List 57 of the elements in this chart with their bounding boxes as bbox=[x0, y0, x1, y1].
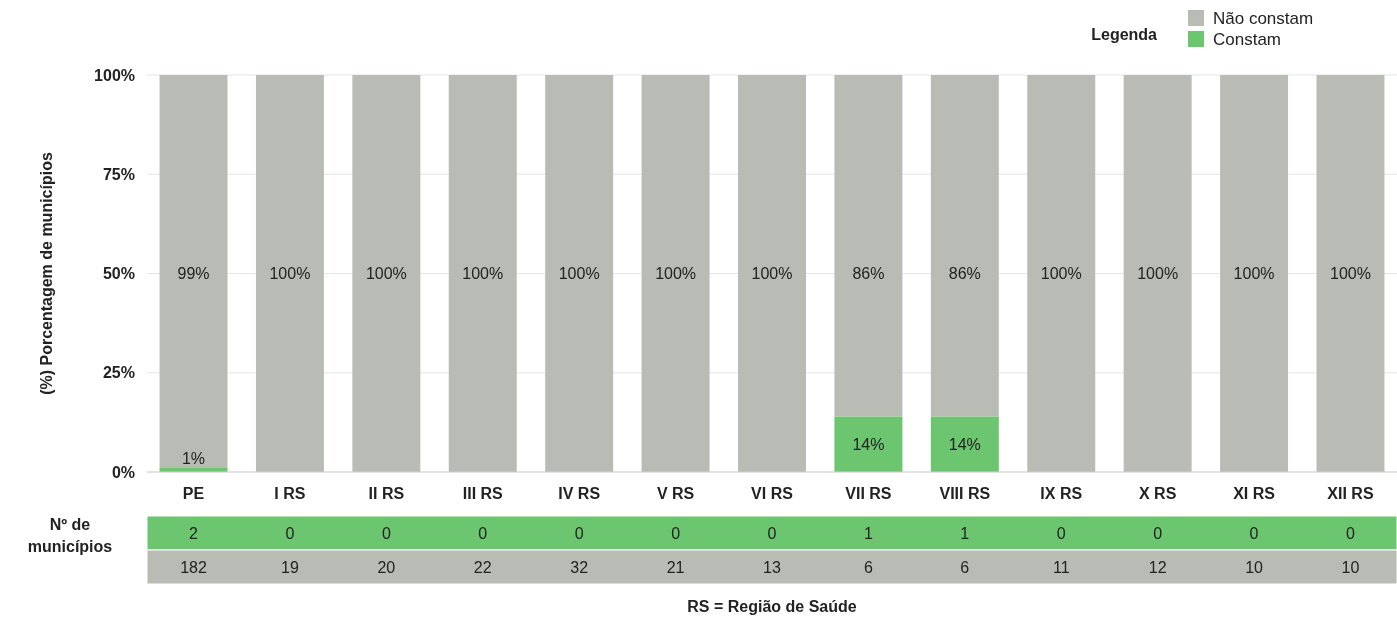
data-label: 100% bbox=[1330, 265, 1371, 283]
bar bbox=[1220, 75, 1289, 472]
x-tick-label: XII RS bbox=[1327, 484, 1374, 502]
bar bbox=[1027, 75, 1096, 472]
x-tick-label: I RS bbox=[274, 484, 306, 502]
data-label: 100% bbox=[1137, 265, 1179, 283]
y-axis-title: (%) Porcentagem de municípios bbox=[38, 152, 55, 395]
y-tick-label: 75% bbox=[102, 165, 135, 183]
bar bbox=[738, 75, 806, 472]
legend-label: Não constam bbox=[1213, 8, 1314, 28]
text: 182 19 20 22 32 21 13 6 6 11 12 10 10 bbox=[180, 558, 1360, 576]
data-label: 100% bbox=[365, 265, 407, 283]
data-label: 100% bbox=[558, 265, 600, 283]
y-tick-label: 25% bbox=[102, 364, 135, 382]
data-label: 100% bbox=[1233, 265, 1275, 283]
data-label: 86% bbox=[852, 265, 885, 283]
x-tick-label: II RS bbox=[368, 484, 405, 502]
x-tick-label: VIII RS bbox=[939, 484, 991, 502]
data-label: 99% bbox=[177, 265, 210, 283]
x-tick-label: PE bbox=[182, 484, 205, 502]
data-label: 100% bbox=[269, 265, 311, 283]
data-label: 86% bbox=[948, 265, 981, 283]
data-label: 14% bbox=[852, 435, 885, 453]
bar bbox=[545, 75, 614, 472]
data-label: 100% bbox=[1040, 265, 1082, 283]
y-tick-label: 0% bbox=[111, 463, 135, 481]
data-label: 1% bbox=[181, 449, 206, 467]
text: Nº de municípios bbox=[27, 516, 113, 556]
bar bbox=[159, 75, 228, 469]
y-tick-label: 100% bbox=[94, 66, 135, 84]
bar bbox=[641, 75, 710, 472]
bar bbox=[448, 75, 517, 472]
legend-title: Legenda bbox=[1091, 25, 1158, 43]
bar bbox=[255, 75, 324, 472]
bar bbox=[834, 416, 903, 472]
x-tick-label: IX RS bbox=[1040, 484, 1083, 502]
text: 2 0 0 0 0 0 0 1 1 0 0 0 0 bbox=[189, 524, 1355, 542]
data-label: 100% bbox=[655, 265, 697, 283]
bar bbox=[930, 75, 999, 417]
x-tick-label: X RS bbox=[1138, 484, 1177, 502]
bar bbox=[352, 75, 421, 472]
x-tick-label: VII RS bbox=[845, 484, 892, 502]
x-tick-label: VI RS bbox=[751, 484, 794, 502]
data-label: 14% bbox=[948, 435, 981, 453]
data-label: 100% bbox=[462, 265, 504, 283]
bar bbox=[1316, 75, 1385, 472]
x-tick-label: XI RS bbox=[1233, 484, 1276, 502]
data-label: 100% bbox=[751, 265, 793, 283]
x-tick-label: V RS bbox=[656, 484, 695, 502]
bar bbox=[1123, 75, 1192, 472]
bar bbox=[930, 416, 999, 472]
legend-label: Constam bbox=[1213, 29, 1282, 49]
x-tick-label: IV RS bbox=[558, 484, 601, 502]
text: RS = Região de Saúde bbox=[687, 597, 857, 615]
x-tick-label: III RS bbox=[462, 484, 504, 502]
y-tick-label: 50% bbox=[102, 265, 135, 283]
bar bbox=[834, 75, 903, 417]
